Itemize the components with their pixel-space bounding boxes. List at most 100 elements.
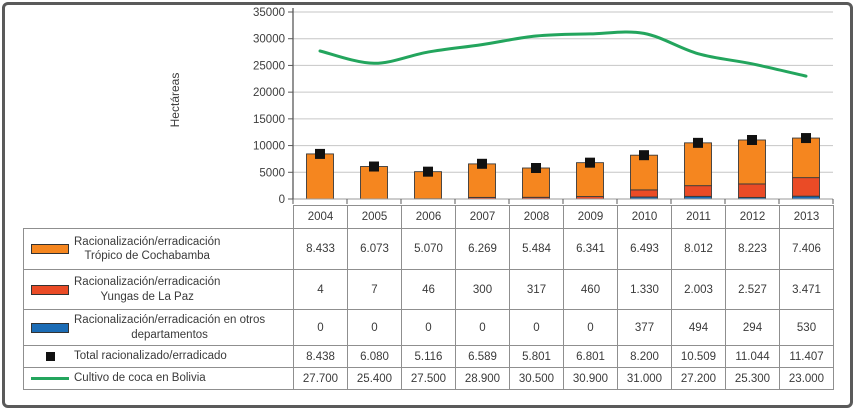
legend-label: Total racionalizado/erradicado	[74, 350, 227, 363]
value-cell: 0	[455, 309, 510, 346]
bar-segment	[792, 177, 820, 197]
total-marker	[747, 134, 757, 145]
value-cell: 6.080	[347, 345, 402, 368]
year-header-cell: 2006	[401, 205, 456, 229]
value-cell: 317	[509, 269, 564, 310]
bar-segment	[792, 137, 820, 179]
value-cell: 1.330	[617, 269, 672, 310]
table-row-cultivo-coca-bolivia: Cultivo de coca en Bolivia 27.700 25.400 27…	[23, 367, 834, 390]
value-cell: 0	[509, 309, 564, 346]
legend-bar-swatch	[31, 244, 69, 254]
total-marker	[531, 163, 541, 174]
year-header-row: 2004 2005 2006 2007 2008 2009 2010 2011 2012 2013	[24, 205, 834, 229]
value-cell: 5.070	[401, 228, 456, 270]
legend-cell-cultivo-coca-bolivia: Cultivo de coca en Bolivia	[23, 367, 294, 390]
value-cell: 11.407	[779, 345, 834, 368]
value-cell: 4	[293, 269, 348, 310]
table-row-tropico-cochabamba: Racionalización/erradicación Trópico de C…	[23, 228, 834, 270]
bar-segment	[684, 142, 712, 187]
value-cell: 5.801	[509, 345, 564, 368]
legend-cell-yungas-la-paz: Racionalización/erradicación Yungas de La…	[23, 269, 294, 310]
value-cell: 23.000	[779, 367, 834, 390]
legend-label: Cultivo de coca en Bolivia	[74, 372, 206, 385]
value-cell: 530	[779, 309, 834, 346]
bar-segment	[630, 189, 658, 198]
header-spacer-cell	[24, 206, 294, 229]
y-tick-label: 30000	[253, 34, 285, 46]
value-cell: 8.433	[293, 228, 348, 270]
y-tick-label: 10000	[253, 141, 285, 153]
value-cell: 6.589	[455, 345, 510, 368]
value-cell: 8.223	[725, 228, 780, 270]
value-cell: 0	[401, 309, 456, 346]
bar-segment	[630, 154, 658, 191]
legend-bar-swatch	[31, 322, 69, 333]
data-table: 2004 2005 2006 2007 2008 2009 2010 2011 2012 2013…	[23, 205, 834, 390]
total-marker	[315, 148, 325, 159]
value-cell: 6.801	[563, 345, 618, 368]
value-cell: 2.527	[725, 269, 780, 310]
y-tick-label: 20000	[253, 87, 285, 99]
table-row-otros-departamentos: Racionalización/erradicación en otros dep…	[23, 309, 834, 346]
value-cell: 3.471	[779, 269, 834, 310]
value-cell: 8.012	[671, 228, 726, 270]
bar-segment	[738, 183, 766, 198]
legend-bar-swatch	[31, 284, 69, 295]
value-cell: 25.400	[347, 367, 402, 390]
value-cell: 10.509	[671, 345, 726, 368]
total-marker	[477, 158, 487, 169]
year-header-cell: 2004	[293, 205, 348, 229]
value-cell: 5.116	[401, 345, 456, 368]
axes	[292, 8, 834, 204]
year-header-cell: 2012	[725, 205, 780, 229]
legend-line-swatch	[31, 376, 69, 380]
value-cell: 28.900	[455, 367, 510, 390]
value-cell: 460	[563, 269, 618, 310]
legend-label: Racionalización/erradicación Yungas de La…	[74, 276, 221, 303]
year-header-cell: 2013	[779, 205, 834, 229]
value-cell: 27.700	[293, 367, 348, 390]
year-header-cell: 2011	[671, 205, 726, 229]
total-marker	[693, 137, 703, 148]
y-tick-label: 25000	[253, 60, 285, 72]
value-cell: 8.438	[293, 345, 348, 368]
value-cell: 494	[671, 309, 726, 346]
legend-cell-tropico-cochabamba: Racionalización/erradicación Trópico de C…	[23, 228, 294, 270]
value-cell: 8.200	[617, 345, 672, 368]
bar-segment	[576, 162, 604, 197]
table-row-yungas-la-paz: Racionalización/erradicación Yungas de La…	[23, 269, 834, 310]
y-tick-label: 15000	[253, 114, 285, 126]
y-tick-label: 5000	[259, 167, 285, 179]
bar-segment	[522, 167, 550, 198]
bar-segment	[684, 185, 712, 197]
legend-cell-total-erradicado: Total racionalizado/erradicado	[23, 345, 294, 368]
legend-label: Racionalización/erradicación Trópico de C…	[74, 235, 221, 262]
value-cell: 300	[455, 269, 510, 310]
value-cell: 6.493	[617, 228, 672, 270]
total-marker	[585, 157, 595, 168]
value-cell: 5.484	[509, 228, 564, 270]
value-cell: 2.003	[671, 269, 726, 310]
legend-label: Racionalización/erradicación en otros dep…	[74, 314, 266, 341]
value-cell: 31.000	[617, 367, 672, 390]
value-cell: 30.900	[563, 367, 618, 390]
bar-segment	[468, 163, 496, 198]
y-axis-ticks: 0 5000 10000 15000 20000 25000 30000 35000	[253, 7, 293, 206]
bar-segment	[738, 139, 766, 185]
value-cell: 11.044	[725, 345, 780, 368]
total-marker	[369, 161, 379, 172]
stacked-bars	[306, 137, 820, 200]
year-header-cell: 2008	[509, 205, 564, 229]
total-marker	[801, 133, 811, 144]
value-cell: 0	[563, 309, 618, 346]
y-tick-label: 0	[279, 194, 285, 206]
value-cell: 7	[347, 269, 402, 310]
value-cell: 377	[617, 309, 672, 346]
year-header-cell: 2010	[617, 205, 672, 229]
value-cell: 0	[293, 309, 348, 346]
total-marker	[639, 150, 649, 161]
year-header-cell: 2009	[563, 205, 618, 229]
total-markers	[315, 133, 811, 177]
bar-segment	[306, 153, 334, 200]
